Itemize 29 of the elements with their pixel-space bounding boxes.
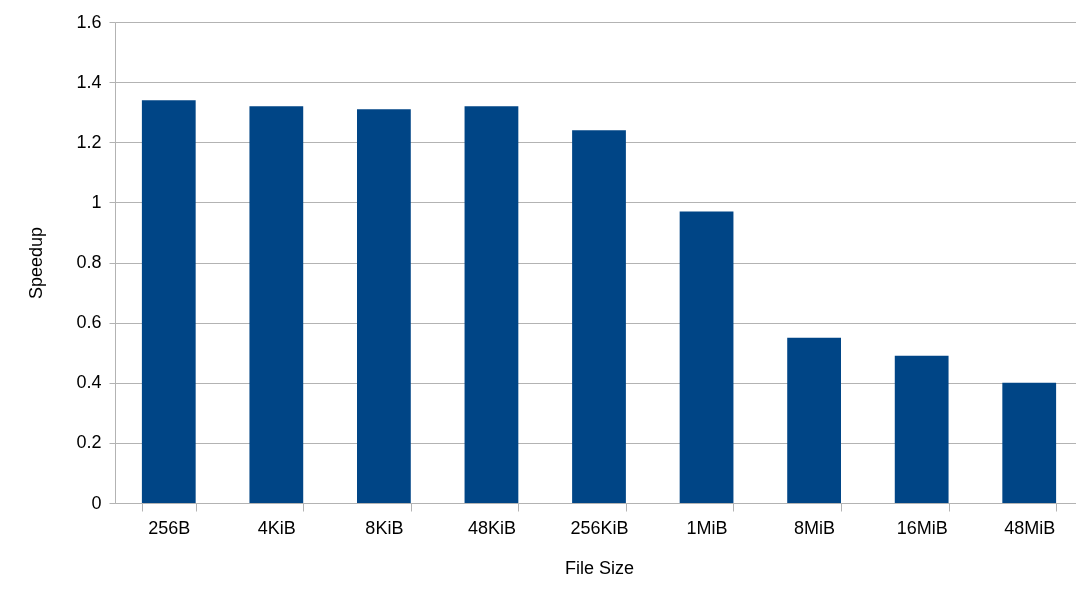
x-tick-label: 8MiB <box>794 517 836 538</box>
y-tick-label: 1.4 <box>76 71 102 92</box>
y-tick-label: 1.2 <box>76 131 102 152</box>
bar <box>357 109 411 503</box>
bar <box>141 100 196 503</box>
y-tick-label: 0.8 <box>76 252 102 272</box>
bar <box>787 337 841 503</box>
bar <box>249 106 304 503</box>
x-tick-label: 256B <box>148 517 191 538</box>
y-tick-label: 1.6 <box>76 11 102 32</box>
y-tick-label: 0.6 <box>76 312 102 333</box>
x-tick-label: 48MiB <box>1004 517 1056 538</box>
x-tick-label: 1MiB <box>686 517 728 538</box>
x-tick-label: 4KiB <box>257 517 296 538</box>
x-axis-title: File Size <box>564 557 635 578</box>
x-tick-label: 16MiB <box>896 517 948 538</box>
x-tick-label: 48KiB <box>467 517 516 538</box>
bar <box>894 355 949 503</box>
bar <box>572 130 626 503</box>
y-tick-label: 1 <box>91 191 102 212</box>
bar <box>1002 382 1057 503</box>
bar <box>464 106 519 503</box>
y-tick-label: 0 <box>91 492 102 513</box>
y-axis-title: Speedup <box>26 226 47 300</box>
x-tick-label: 256KiB <box>570 517 629 538</box>
bar <box>679 211 734 503</box>
x-tick-label: 8KiB <box>365 517 404 538</box>
y-tick-label: 0.2 <box>76 432 102 453</box>
y-tick-label: 0.4 <box>76 372 102 393</box>
